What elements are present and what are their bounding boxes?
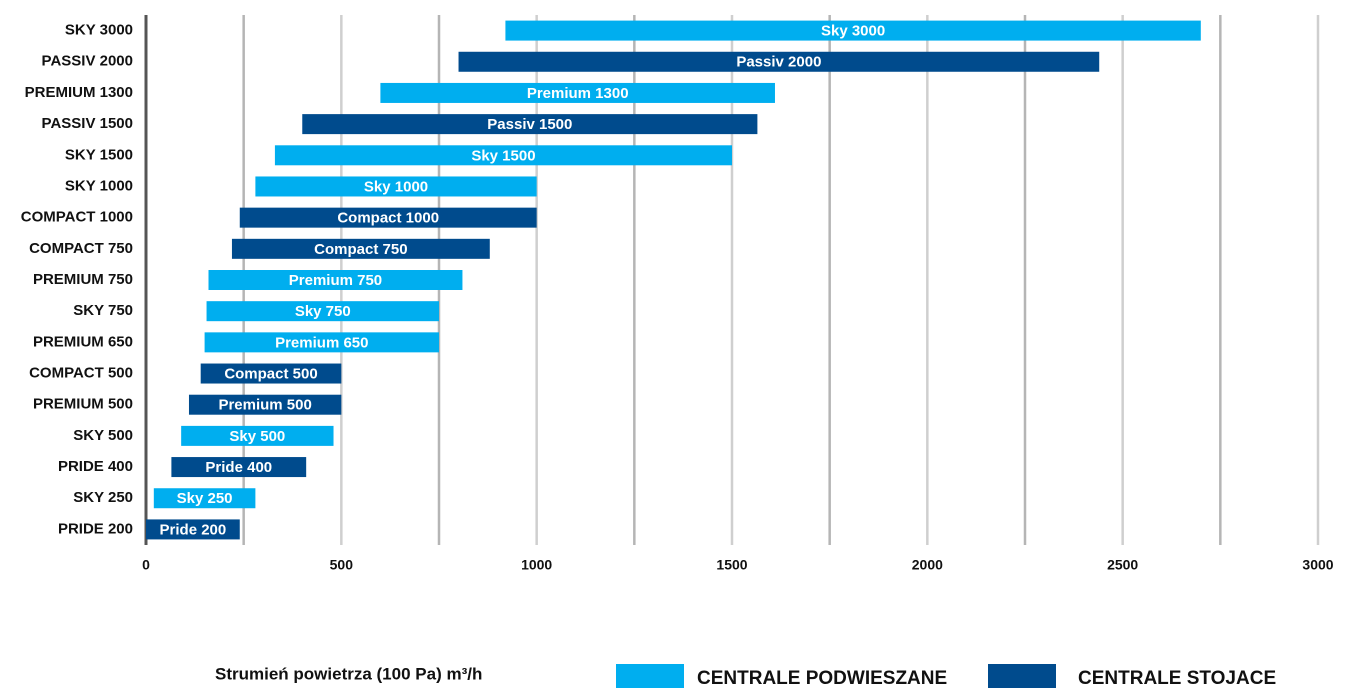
bar-label: Sky 500 xyxy=(229,428,285,445)
bar-label: Passiv 1500 xyxy=(487,116,572,133)
bar xyxy=(171,457,307,478)
legend-label: CENTRALE STOJACE xyxy=(1078,668,1276,688)
y-tick-label: COMPACT 500 xyxy=(29,364,133,381)
bar xyxy=(458,51,1100,72)
bar xyxy=(255,176,537,197)
x-tick-label: 3000 xyxy=(1302,557,1333,573)
y-tick-label: SKY 750 xyxy=(73,302,133,319)
y-tick-label: PREMIUM 500 xyxy=(33,396,133,413)
x-tick-label: 2000 xyxy=(912,557,943,573)
bar xyxy=(231,238,490,259)
y-tick-label: COMPACT 1000 xyxy=(21,209,133,226)
bar-label: Sky 250 xyxy=(177,490,233,507)
bar xyxy=(146,519,240,540)
legend-swatch xyxy=(616,664,684,688)
bar-label: Premium 750 xyxy=(289,272,382,289)
y-tick-label: SKY 250 xyxy=(73,489,133,506)
x-axis-title: Strumień powietrza (100 Pa) m³/h xyxy=(215,664,482,683)
x-tick-label: 2500 xyxy=(1107,557,1138,573)
y-tick-label: PREMIUM 650 xyxy=(33,333,133,350)
y-tick-label: COMPACT 750 xyxy=(29,240,133,257)
bar-label: Sky 3000 xyxy=(821,23,885,40)
bar-label: Compact 500 xyxy=(224,365,317,382)
bar-label: Sky 1500 xyxy=(471,147,535,164)
bar xyxy=(208,270,463,290)
y-tick-label: SKY 1000 xyxy=(65,177,133,194)
bar-label: Premium 650 xyxy=(275,334,368,351)
bar-label: Pride 400 xyxy=(205,459,272,476)
legend-swatch xyxy=(988,664,1056,688)
bar-label: Sky 1000 xyxy=(364,178,428,195)
y-tick-label: SKY 1500 xyxy=(65,146,133,163)
bar xyxy=(153,488,256,509)
x-tick-label: 0 xyxy=(142,557,150,573)
y-tick-label: SKY 3000 xyxy=(65,22,133,39)
bar-label: Passiv 2000 xyxy=(736,54,821,71)
bar xyxy=(380,82,775,103)
x-tick-label: 1000 xyxy=(521,557,552,573)
bar xyxy=(505,20,1201,41)
bar xyxy=(181,425,334,446)
bar xyxy=(302,114,758,135)
x-tick-label: 1500 xyxy=(716,557,747,573)
bar xyxy=(204,332,439,353)
y-tick-label: SKY 500 xyxy=(73,427,133,444)
x-tick-label: 500 xyxy=(330,557,354,573)
y-tick-label: PASSIV 2000 xyxy=(42,53,133,70)
bar-label: Compact 750 xyxy=(314,241,407,258)
legend-label: CENTRALE PODWIESZANE xyxy=(697,668,947,688)
y-tick-label: PASSIV 1500 xyxy=(42,115,133,132)
bar-label: Pride 200 xyxy=(160,521,227,538)
bar xyxy=(200,363,342,384)
y-tick-label: PRIDE 200 xyxy=(58,520,133,537)
bar-label: Sky 750 xyxy=(295,303,351,320)
bar xyxy=(239,207,537,228)
bar-label: Compact 1000 xyxy=(337,210,439,227)
bar xyxy=(206,301,439,322)
y-tick-label: PREMIUM 750 xyxy=(33,271,133,288)
bar xyxy=(274,145,732,166)
bar xyxy=(188,394,342,415)
y-tick-label: PREMIUM 1300 xyxy=(25,84,133,101)
bar-label: Premium 1300 xyxy=(527,85,629,102)
bar-label: Premium 500 xyxy=(218,397,311,414)
y-tick-label: PRIDE 400 xyxy=(58,458,133,475)
